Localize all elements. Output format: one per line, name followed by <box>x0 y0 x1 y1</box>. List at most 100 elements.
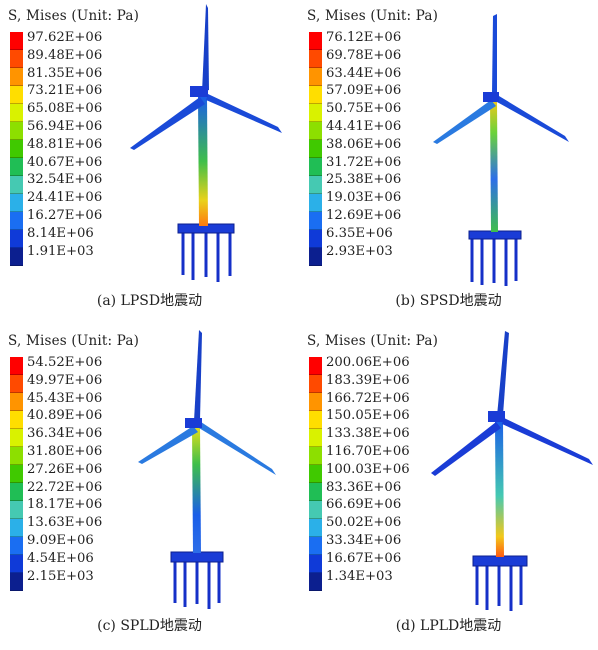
legend-tick-label: 48.81E+06 <box>27 136 103 152</box>
colorbar-swatch <box>309 555 322 573</box>
legend-title: S, Mises (Unit: Pa) <box>307 333 439 349</box>
colorbar-swatch <box>10 447 23 465</box>
colorbar-swatch <box>10 573 23 591</box>
colorbar <box>10 357 23 591</box>
colorbar-swatch <box>309 375 322 393</box>
colorbar-swatch <box>309 68 322 86</box>
colorbar-swatch <box>309 248 322 266</box>
legend-tick-label: 56.94E+06 <box>27 118 103 134</box>
colorbar-swatch <box>309 86 322 104</box>
colorbar <box>10 32 23 266</box>
legend-tick-label: 36.34E+06 <box>27 426 103 442</box>
legend-tick-label: 166.72E+06 <box>326 390 410 406</box>
colorbar-swatch <box>309 537 322 555</box>
colorbar-swatch <box>10 176 23 194</box>
legend-tick-label: 83.36E+06 <box>326 479 402 495</box>
turbine-contour <box>138 330 276 609</box>
colorbar-swatch <box>10 555 23 573</box>
legend-tick-label: 6.35E+06 <box>326 225 393 241</box>
turbine-contour <box>130 4 282 282</box>
legend-tick-label: 24.41E+06 <box>27 190 103 206</box>
colorbar-swatch <box>309 411 322 429</box>
legend-tick-label: 32.54E+06 <box>27 172 103 188</box>
blade-right <box>497 96 569 142</box>
legend-tick-label: 54.52E+06 <box>27 355 103 370</box>
legend-tick-label: 13.63E+06 <box>27 515 103 531</box>
legend-tick-label: 16.67E+06 <box>326 550 402 566</box>
colorbar-swatch <box>10 465 23 483</box>
legend-title: S, Mises (Unit: Pa) <box>8 8 140 24</box>
blade-left <box>431 422 501 476</box>
legend-tick-label: 40.67E+06 <box>27 154 103 170</box>
colorbar-swatch <box>10 68 23 86</box>
blade-left <box>130 97 205 150</box>
legend-tick-label: 116.70E+06 <box>326 443 410 459</box>
pile-cap <box>472 555 528 567</box>
colorbar-swatch <box>10 248 23 266</box>
colorbar-swatch <box>10 537 23 555</box>
colorbar-swatch <box>10 104 23 122</box>
panel-caption: (c) SPLD地震动 <box>97 618 202 634</box>
colorbar-swatch <box>309 447 322 465</box>
colorbar-swatch <box>309 140 322 158</box>
colorbar-swatch <box>10 212 23 230</box>
blade-right <box>206 94 282 133</box>
legend-tick-label: 150.05E+06 <box>326 408 410 424</box>
colorbar-swatch <box>309 519 322 537</box>
blade-up <box>492 14 497 94</box>
legend-tick-label: 38.06E+06 <box>326 136 402 152</box>
colorbar-swatch <box>10 32 23 50</box>
legend-tick-label: 50.02E+06 <box>326 515 402 531</box>
legend-tick-label: 50.75E+06 <box>326 101 402 117</box>
colorbar-swatch <box>309 465 322 483</box>
legend-title: S, Mises (Unit: Pa) <box>8 333 140 349</box>
pile-cap <box>468 230 522 240</box>
legend-labels: 97.62E+06 89.48E+06 81.35E+06 73.21E+06 65.0… <box>27 29 102 260</box>
colorbar-swatch <box>309 212 322 230</box>
colorbar-swatch <box>309 393 322 411</box>
nacelle <box>185 418 202 428</box>
legend-tick-label: 12.69E+06 <box>326 207 402 223</box>
legend-tick-label: 63.44E+06 <box>326 65 402 81</box>
legend-tick-label: 69.78E+06 <box>326 47 402 63</box>
foundation-piles <box>470 238 518 286</box>
turbine-contour <box>433 14 569 286</box>
legend-tick-label: 25.38E+06 <box>326 172 402 188</box>
colorbar-swatch <box>309 122 322 140</box>
nacelle <box>488 411 505 422</box>
blade-right <box>199 422 276 475</box>
legend-tick-label: 57.09E+06 <box>326 83 402 99</box>
legend-tick-label: 66.69E+06 <box>326 497 402 513</box>
legend-tick-label: 97.62E+06 <box>27 30 103 45</box>
colorbar-swatch <box>309 230 322 248</box>
colorbar-swatch <box>10 411 23 429</box>
colorbar-swatch <box>10 230 23 248</box>
turbine-contour <box>431 331 593 611</box>
legend-tick-label: 44.41E+06 <box>326 118 402 134</box>
colorbar-swatch <box>10 501 23 519</box>
tower <box>490 100 498 232</box>
colorbar-swatch <box>10 375 23 393</box>
panel-caption: (a) LPSD地震动 <box>96 293 203 309</box>
legend-tick-label: 18.17E+06 <box>27 497 103 513</box>
colorbar-swatch <box>309 50 322 68</box>
legend-tick-label: 8.14E+06 <box>27 225 94 241</box>
legend-tick-label: 31.72E+06 <box>326 154 402 170</box>
blade-right <box>502 418 593 465</box>
colorbar-swatch <box>309 573 322 591</box>
blade-up <box>202 4 209 92</box>
colorbar-swatch <box>309 32 322 50</box>
blade-up <box>497 331 509 416</box>
pile-cap <box>170 551 224 563</box>
legend-tick-label: 2.93E+03 <box>326 243 393 259</box>
panel-d: S, Mises (Unit: Pa) 200.06E+06 183.39E+06… <box>299 325 598 650</box>
legend-tick-label: 22.72E+06 <box>27 479 103 495</box>
legend-tick-label: 19.03E+06 <box>326 190 402 206</box>
colorbar <box>309 32 322 266</box>
colorbar-swatch <box>309 194 322 212</box>
colorbar-swatch <box>309 104 322 122</box>
panel-a: S, Mises (Unit: Pa) 97.62E+06 89.48E+06 81… <box>0 0 299 325</box>
legend-tick-label: 31.80E+06 <box>27 443 103 459</box>
colorbar-swatch <box>10 483 23 501</box>
colorbar-swatch <box>10 393 23 411</box>
